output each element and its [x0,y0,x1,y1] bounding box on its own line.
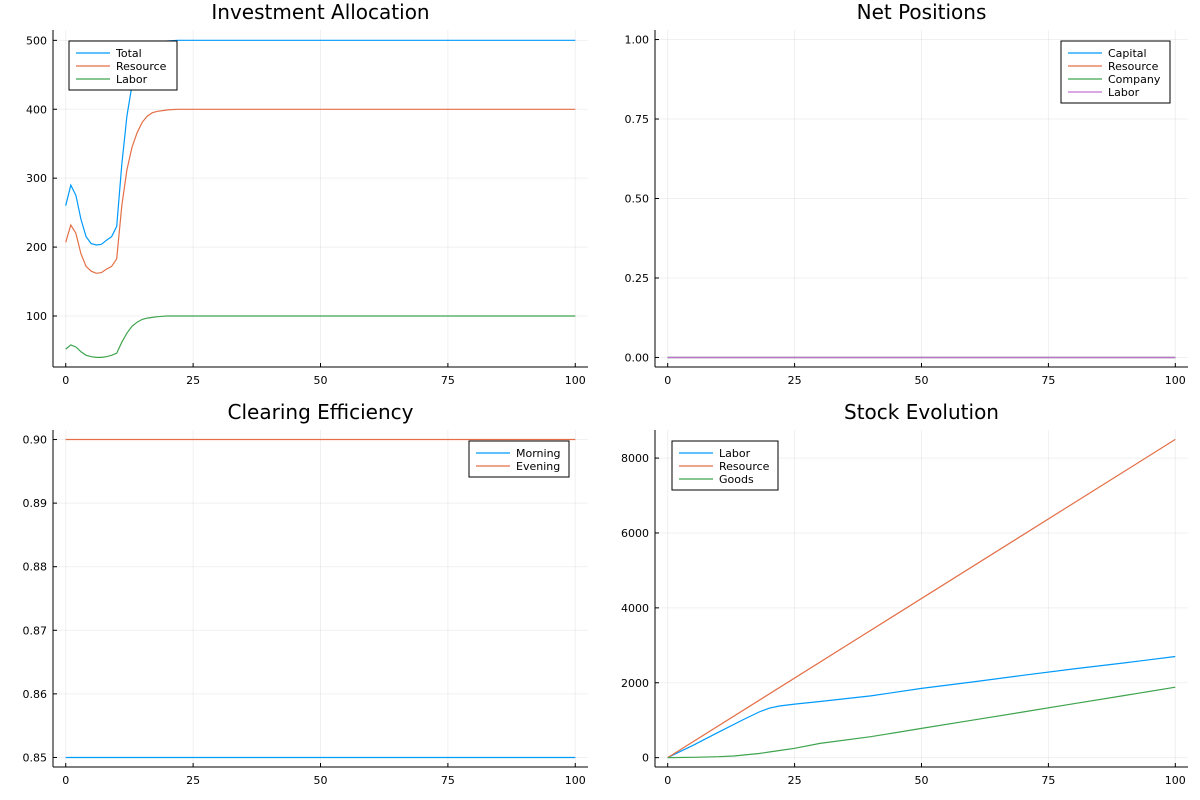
x-tick-label: 75 [1041,774,1055,787]
legend-box [1060,40,1171,104]
y-tick-label: 0.87 [23,624,48,637]
legend-box [468,440,570,478]
legend-label: Resource [719,460,770,473]
legend-label: Capital [1108,47,1147,60]
x-tick-label: 0 [62,374,69,387]
y-tick-label: 0.88 [23,561,48,574]
x-tick-label: 0 [664,374,671,387]
y-tick-label: 0.50 [625,193,650,206]
y-tick-label: 4000 [621,602,649,615]
x-tick-label: 0 [62,774,69,787]
legend-label: Labor [719,447,751,460]
y-tick-label: 2000 [621,677,649,690]
legend-label: Company [1108,73,1161,86]
y-tick-label: 0 [642,752,649,765]
x-tick-label: 75 [441,374,455,387]
legend-label: Morning [516,447,561,460]
x-tick-label: 25 [788,374,802,387]
series-line-goods [667,686,1176,759]
legend-label: Evening [516,460,560,473]
legend-label: Resource [116,60,167,73]
y-tick-label: 500 [26,34,47,47]
x-tick-label: 50 [915,774,929,787]
panel-2: Net Positions 0 25 50 75 100 0.00 0.25 0.50 0.75 1… [625,0,1188,387]
x-tick-label: 25 [788,774,802,787]
chart-title: Investment Allocation [211,0,429,24]
x-tick-label: 50 [915,374,929,387]
y-tick-label: 400 [26,103,47,116]
y-tick-label: 300 [26,172,47,185]
panel-3: Clearing Efficiency 0 25 50 75 100 0.85 0.86 0.8… [23,400,588,787]
x-tick-label: 100 [565,774,586,787]
y-tick-label: 1.00 [625,34,650,47]
x-tick-label: 100 [1165,774,1186,787]
chart-title: Net Positions [857,0,987,24]
x-tick-label: 100 [565,374,586,387]
legend-label: Total [115,47,142,60]
x-tick-label: 50 [314,774,328,787]
legend-label: Labor [1108,86,1140,99]
panel-1: Investment Allocation 0 25 50 75 100 100 200 300… [26,0,588,387]
y-tick-label: 0.89 [23,497,48,510]
y-tick-label: 8000 [621,452,649,465]
x-tick-label: 75 [441,774,455,787]
legend-label: Goods [719,473,754,486]
series-line-labor [667,655,1176,759]
y-tick-label: 0.90 [23,434,48,447]
y-tick-label: 0.75 [625,113,650,126]
x-tick-label: 0 [664,774,671,787]
panel-4: Stock Evolution 0 25 50 75 100 0 2000 4000 6000 80… [621,400,1188,787]
x-tick-label: 75 [1041,374,1055,387]
y-tick-label: 0.85 [23,751,48,764]
x-tick-label: 25 [186,374,200,387]
y-tick-label: 200 [26,241,47,254]
legend-label: Resource [1108,60,1159,73]
legend-label: Labor [116,73,148,86]
y-tick-label: 0.00 [625,351,650,364]
x-tick-label: 100 [1165,374,1186,387]
y-tick-label: 100 [26,310,47,323]
chart-title: Stock Evolution [844,400,999,424]
chart-title: Clearing Efficiency [228,400,414,424]
x-tick-label: 25 [186,774,200,787]
series-line-resource [65,108,576,274]
series-line-labor [65,315,576,358]
y-tick-label: 0.25 [625,272,650,285]
x-tick-label: 50 [314,374,328,387]
series-line-resource [667,438,1176,759]
y-tick-label: 0.86 [23,688,48,701]
y-tick-label: 6000 [621,527,649,540]
